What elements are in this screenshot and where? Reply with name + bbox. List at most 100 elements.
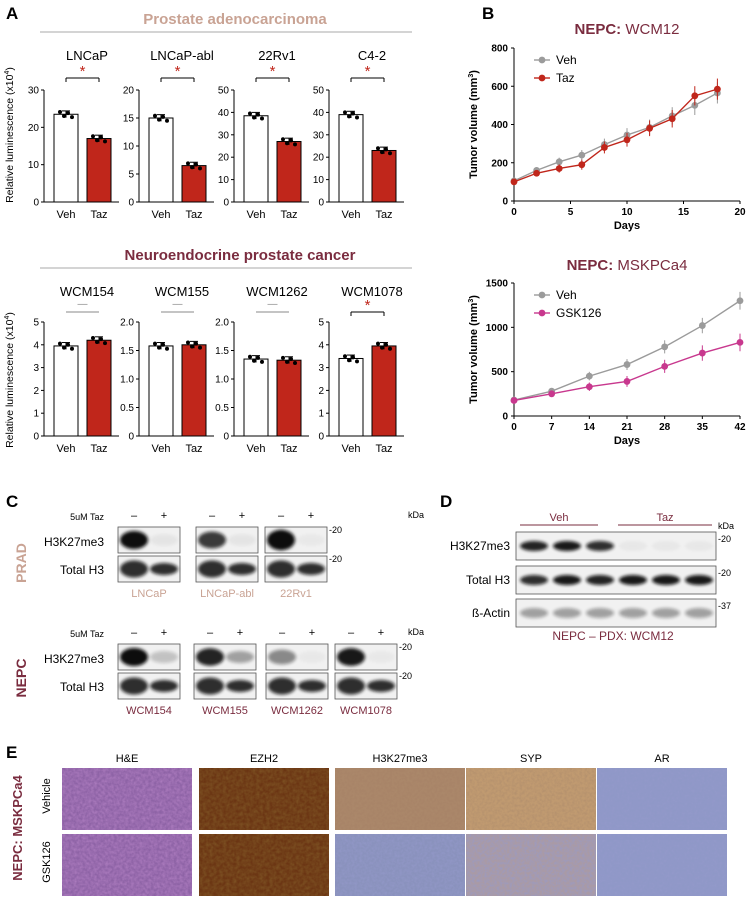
band-veh [120, 560, 148, 578]
data-point [194, 341, 198, 346]
band-taz [150, 563, 178, 575]
section-title-nepc: Neuroendocrine prostate cancer [125, 247, 356, 264]
bar-veh [338, 357, 364, 437]
series-point [623, 361, 631, 368]
cell-line-label: 22Rv1 [280, 588, 312, 600]
y-tick-label: 20 [28, 123, 40, 134]
y-tick-label: 1500 [486, 279, 509, 290]
band-taz [228, 563, 256, 575]
line-chart-title: NEPC: MSKPCa4 [567, 257, 688, 274]
panel-letter-a: A [6, 4, 18, 23]
x-axis-label: Days [614, 435, 640, 447]
western-blots-c: 5uM Taz kDa H3K27me3 Total H3 – + LNCaP – + LNCaP… [44, 510, 424, 717]
x-tick-label: 21 [621, 422, 633, 433]
series-point [578, 151, 586, 159]
x-category-label: Veh [247, 443, 266, 455]
series-point [555, 165, 563, 172]
y-tick-label: 5 [128, 170, 134, 181]
data-point [91, 335, 95, 340]
significance-star: * [80, 63, 86, 80]
bar-taz [371, 149, 397, 203]
data-point [289, 357, 293, 362]
line-chart-title: NEPC: WCM12 [574, 21, 679, 38]
line-chart-mskpca4: NEPC: MSKPCa4 0 500 1000 1500 0 7 14 21 28 35 42 Day… [468, 257, 746, 447]
bar-taz [181, 165, 207, 203]
x-tick-label: 28 [659, 422, 671, 433]
x-category-label: Taz [375, 443, 392, 455]
y-tick-label: 400 [491, 120, 508, 131]
panel-a: Prostate adenocarcinoma Neuroendocrine p… [4, 11, 412, 455]
ihc-texture [466, 834, 596, 896]
data-point [62, 113, 66, 118]
series-point [585, 372, 593, 380]
band [553, 608, 581, 618]
plus-lane: + [161, 510, 167, 522]
y-tick-label: 1.5 [120, 346, 134, 357]
y-tick-label: 4 [318, 340, 324, 351]
y-tick-label: 30 [313, 130, 325, 141]
y-tick-label: 2 [33, 386, 39, 397]
x-category-label: Veh [247, 209, 266, 221]
series-point [548, 390, 556, 398]
bar-chart-22rv1: 22Rv1 0 10 20 30 40 50 Veh Taz * [218, 48, 309, 221]
data-point [103, 341, 107, 346]
row-label-total-h3: Total H3 [60, 563, 104, 577]
veh-group-label: Veh [550, 512, 569, 524]
series-point [691, 92, 699, 100]
x-axis-label: Days [614, 220, 640, 232]
band-veh [267, 560, 295, 578]
bar-taz [371, 345, 397, 437]
panel-letter-c: C [6, 492, 18, 511]
blot-strip [515, 531, 717, 561]
data-point [343, 354, 347, 359]
y-axis-label: Tumor volume (mm3) [468, 295, 480, 404]
data-point [186, 161, 190, 166]
ihc-texture [597, 768, 727, 830]
x-category-label: Veh [57, 443, 76, 455]
bar-taz [276, 141, 302, 203]
y-tick-label: 1000 [486, 323, 509, 334]
series-point [510, 178, 518, 186]
x-tick-label: 5 [568, 207, 574, 218]
title-rest: MSKPCa4 [613, 257, 687, 274]
band [652, 608, 680, 618]
y-tick-label: 2.0 [120, 318, 134, 329]
y-tick-label: 1.0 [120, 375, 134, 386]
y-tick-label: 0 [318, 198, 324, 209]
panel-b: NEPC: WCM12 0 200 400 600 800 0 5 10 15 20 Days Tumo… [468, 21, 746, 447]
bar-chart-wcm1262: WCM1262 0 0.5 1.0 1.5 2.0 Veh Taz — [215, 284, 309, 455]
data-point [351, 355, 355, 360]
y-tick-label: 3 [318, 363, 324, 374]
nepc-blots: 5uM Taz kDa H3K27me3 Total H3 – + WCM154 – + WCM1… [44, 627, 424, 717]
plus-lane: + [239, 510, 245, 522]
y-tick-label: 20 [218, 153, 230, 164]
data-point [384, 342, 388, 347]
x-tick-label: 42 [734, 422, 746, 433]
data-point [66, 342, 70, 347]
bar-chart-c4-2: C4-2 0 10 20 30 40 50 Veh Taz * [313, 48, 404, 221]
ylabel-top: Relative luminescence (x104) [4, 67, 16, 203]
x-category-label: Taz [185, 209, 202, 221]
ihc-texture [597, 834, 727, 896]
data-point [165, 118, 169, 123]
panel-letter-d: D [440, 492, 452, 511]
data-point [260, 116, 264, 121]
row-label-gsk126: GSK126 [41, 841, 53, 883]
series-line-taz [513, 88, 718, 183]
band-taz [367, 680, 395, 692]
y-tick-label: 0 [318, 432, 324, 443]
ihc-texture [466, 768, 596, 830]
legend-marker [538, 291, 546, 299]
data-point [186, 340, 190, 345]
line-chart-wcm12: NEPC: WCM12 0 200 400 600 800 0 5 10 15 20 Days Tumo… [468, 21, 746, 232]
band-taz [297, 563, 325, 575]
cell-line-label: WCM1262 [271, 705, 323, 717]
band [586, 575, 614, 585]
title-rest: WCM12 [621, 21, 679, 38]
band-veh [120, 531, 148, 549]
data-point [198, 166, 202, 171]
y-tick-label: 1.5 [215, 346, 229, 357]
series-point [623, 378, 631, 385]
bar-veh [338, 114, 364, 203]
data-point [281, 355, 285, 360]
